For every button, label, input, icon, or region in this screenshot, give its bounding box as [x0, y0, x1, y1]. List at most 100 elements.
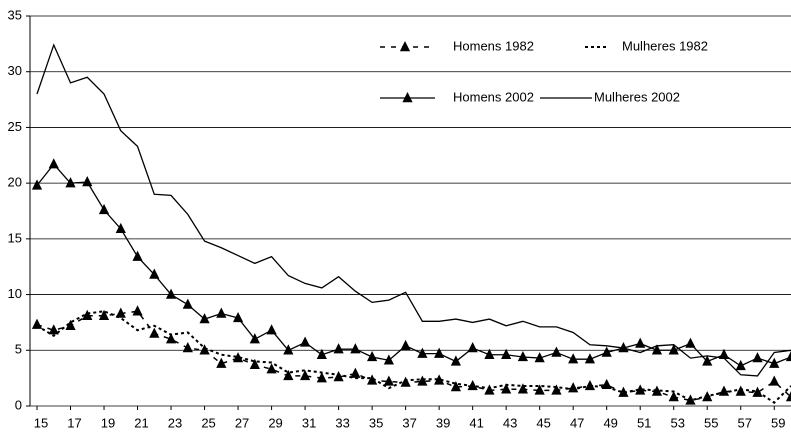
legend-label: Mulheres 2002 — [594, 89, 680, 104]
marker — [635, 384, 646, 395]
legend-label: Homens 2002 — [453, 89, 534, 104]
y-tick-label: 5 — [15, 342, 22, 357]
marker — [367, 374, 378, 385]
legend-marker — [402, 92, 413, 103]
marker — [31, 179, 43, 190]
series-line — [36, 43, 791, 377]
marker — [132, 305, 143, 316]
marker — [367, 350, 378, 362]
x-tick-label: 23 — [168, 415, 182, 430]
marker — [232, 311, 244, 323]
x-tick-label: 55 — [704, 415, 718, 430]
x-tick-label: 17 — [67, 415, 81, 430]
marker — [785, 350, 791, 362]
marker — [501, 348, 512, 359]
marker — [316, 372, 327, 383]
marker — [450, 381, 461, 392]
marker — [98, 203, 110, 215]
marker — [434, 347, 445, 358]
marker — [98, 309, 110, 320]
marker — [48, 324, 59, 335]
x-tick-label: 33 — [335, 415, 349, 430]
marker — [735, 359, 746, 371]
x-tick-label: 57 — [737, 415, 751, 430]
marker — [551, 346, 562, 357]
marker — [735, 385, 746, 396]
x-tick-label: 51 — [637, 415, 651, 430]
x-tick-label: 19 — [101, 415, 115, 430]
series-line — [36, 310, 791, 402]
marker — [266, 324, 277, 335]
y-tick-label: 20 — [8, 175, 22, 190]
marker — [31, 318, 43, 329]
marker — [383, 375, 394, 386]
marker — [316, 348, 327, 359]
y-tick-label: 0 — [15, 397, 22, 412]
marker — [668, 391, 679, 402]
marker — [283, 369, 294, 381]
marker — [685, 337, 696, 348]
marker — [568, 353, 579, 364]
marker — [501, 383, 512, 394]
marker — [132, 250, 143, 261]
marker — [551, 384, 562, 395]
marker — [283, 344, 294, 355]
marker — [517, 383, 529, 394]
marker — [266, 363, 277, 374]
marker — [299, 336, 311, 347]
marker — [383, 354, 394, 365]
marker — [149, 268, 160, 279]
marker — [434, 374, 445, 385]
marker — [216, 307, 227, 318]
x-tick-label: 41 — [469, 415, 483, 430]
x-tick-label: 53 — [670, 415, 684, 430]
y-tick-label: 30 — [8, 63, 22, 78]
marker — [165, 333, 177, 344]
legend-label: Mulheres 1982 — [622, 38, 708, 53]
marker — [534, 352, 545, 363]
legend-label: Homens 1982 — [453, 38, 534, 53]
marker — [785, 391, 791, 402]
marker — [182, 298, 193, 309]
x-tick-label: 27 — [235, 415, 249, 430]
marker — [232, 352, 244, 363]
x-tick-label: 43 — [503, 415, 517, 430]
y-tick-label: 10 — [8, 286, 22, 301]
x-tick-label: 45 — [536, 415, 550, 430]
marker — [752, 352, 763, 363]
x-tick-label: 39 — [436, 415, 450, 430]
marker — [635, 337, 646, 348]
marker — [601, 346, 612, 357]
marker — [82, 309, 93, 320]
marker — [668, 344, 679, 355]
marker — [65, 319, 76, 330]
marker — [400, 376, 411, 387]
marker — [718, 385, 730, 396]
marker — [651, 385, 663, 396]
marker — [216, 357, 227, 368]
marker — [48, 158, 59, 169]
marker — [568, 382, 579, 393]
legend-marker — [399, 41, 411, 52]
marker — [484, 348, 495, 359]
marker — [249, 333, 260, 344]
marker — [651, 344, 663, 355]
marker — [718, 348, 730, 359]
marker — [417, 347, 428, 358]
marker — [769, 357, 780, 368]
marker — [601, 378, 612, 390]
y-tick-label: 35 — [8, 7, 22, 22]
marker — [769, 375, 780, 386]
marker — [618, 386, 629, 397]
x-tick-label: 31 — [302, 415, 316, 430]
marker — [299, 369, 311, 381]
marker — [467, 342, 478, 353]
marker — [752, 386, 763, 397]
marker — [450, 355, 461, 366]
series-line — [36, 163, 791, 367]
marker — [165, 288, 177, 299]
marker — [333, 343, 344, 354]
x-tick-label: 59 — [771, 415, 785, 430]
